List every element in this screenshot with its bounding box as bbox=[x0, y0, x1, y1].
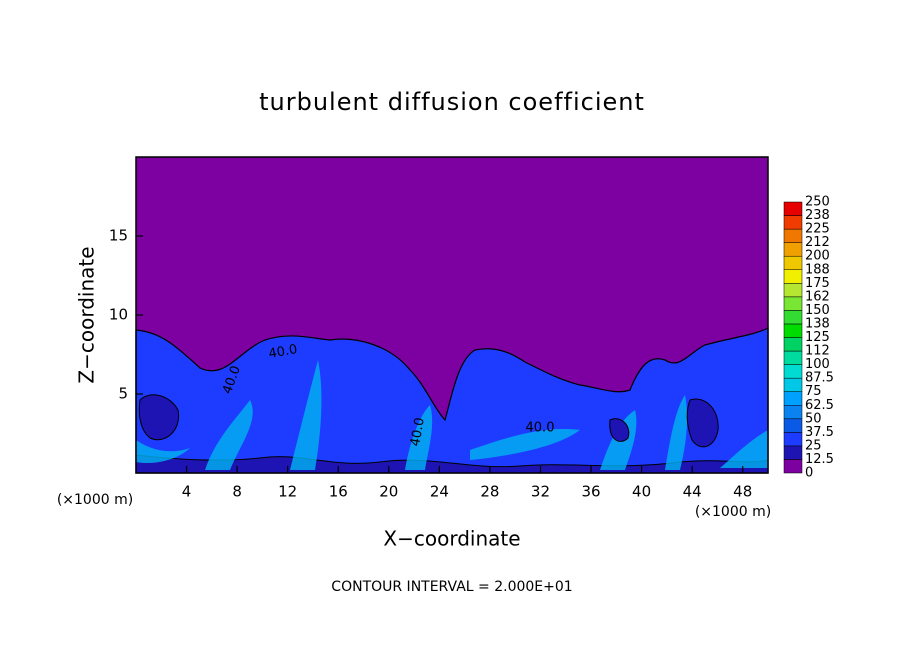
x-unit-label: (×1000 m) bbox=[57, 492, 133, 508]
colorbar-box bbox=[783, 391, 803, 406]
turbulent-layer bbox=[135, 326, 769, 474]
contour-label: 40.0 bbox=[526, 421, 555, 436]
colorbar-label: 188 bbox=[805, 262, 830, 277]
colorbar-box bbox=[783, 215, 803, 230]
colorbar-label: 87.5 bbox=[805, 371, 834, 386]
colorbar-label: 12.5 bbox=[805, 452, 834, 467]
colorbar-box bbox=[783, 418, 803, 433]
colorbar-label: 238 bbox=[805, 208, 830, 223]
colorbar-box bbox=[783, 296, 803, 311]
colorbar-label: 150 bbox=[805, 303, 830, 318]
x-tick-label: 28 bbox=[480, 483, 499, 501]
colorbar-box bbox=[783, 242, 803, 257]
colorbar-box bbox=[783, 255, 803, 271]
x-tick-label: 16 bbox=[329, 483, 348, 501]
colorbar-box bbox=[783, 201, 803, 216]
colorbar-box bbox=[783, 445, 803, 460]
colorbar-box bbox=[783, 405, 803, 420]
field bbox=[135, 157, 769, 474]
colorbar-box bbox=[783, 269, 803, 284]
y-tick-label: 5 bbox=[118, 385, 128, 403]
x-tick-label: 12 bbox=[278, 483, 297, 501]
x-tick-label: 40 bbox=[632, 483, 651, 501]
x-tick-label: 4 bbox=[182, 483, 192, 501]
colorbar-label: 200 bbox=[805, 249, 830, 264]
colorbar-box bbox=[783, 310, 803, 325]
colorbar-label: 138 bbox=[805, 316, 830, 331]
colorbar-box bbox=[783, 228, 803, 243]
colorbar-box bbox=[783, 337, 803, 352]
dark-pocket bbox=[138, 394, 719, 448]
colorbar-box bbox=[783, 323, 803, 338]
colorbar-box bbox=[783, 283, 803, 298]
colorbar-label: 25 bbox=[805, 438, 822, 453]
x-tick-label: 24 bbox=[430, 483, 449, 501]
colorbar-label: 0 bbox=[805, 466, 813, 481]
colorbar-box bbox=[783, 377, 803, 392]
colorbar-label: 50 bbox=[805, 411, 822, 426]
y-axis-label: Z−coordinate bbox=[75, 246, 99, 383]
x-tick-label: 44 bbox=[683, 483, 702, 501]
x-tick-label: 20 bbox=[379, 483, 398, 501]
colorbar-label: 75 bbox=[805, 384, 822, 399]
colorbar-label: 37.5 bbox=[805, 425, 834, 440]
x-tick-label: 8 bbox=[232, 483, 242, 501]
x-tick-label: 48 bbox=[733, 483, 752, 501]
y-tick-label: 10 bbox=[109, 306, 128, 324]
x-unit-label: (×1000 m) bbox=[695, 504, 771, 520]
y-tick-label: 15 bbox=[109, 227, 128, 245]
contour-label: 40.0 bbox=[267, 342, 298, 362]
colorbar-label: 112 bbox=[805, 344, 830, 359]
colorbar-box bbox=[783, 364, 803, 379]
footer: CONTOUR INTERVAL = 2.000E+01 bbox=[331, 579, 572, 595]
colorbar-label: 225 bbox=[805, 222, 830, 237]
colorbar-label: 175 bbox=[805, 276, 830, 291]
x-tick-label: 32 bbox=[531, 483, 550, 501]
colorbar-box bbox=[783, 459, 803, 474]
contour-label: 40.0 bbox=[408, 416, 428, 447]
colorbar-label: 250 bbox=[805, 195, 830, 210]
chart-title: turbulent diffusion coefficient bbox=[259, 88, 645, 116]
colorbar-box bbox=[783, 432, 803, 447]
colorbar-label: 100 bbox=[805, 357, 830, 372]
colorbar-box bbox=[783, 350, 803, 365]
colorbar-label: 125 bbox=[805, 330, 830, 345]
x-tick-label: 36 bbox=[581, 483, 600, 501]
colorbar-label: 62.5 bbox=[805, 398, 834, 413]
x-axis-label: X−coordinate bbox=[383, 527, 520, 551]
colorbar-label: 162 bbox=[805, 289, 830, 304]
colorbar-label: 212 bbox=[805, 235, 830, 250]
